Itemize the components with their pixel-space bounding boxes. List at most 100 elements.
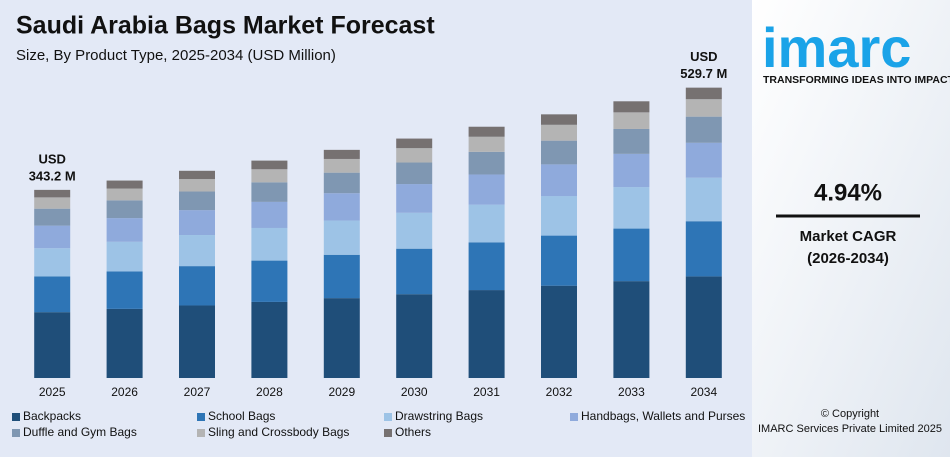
- x-tick-label: 2031: [473, 385, 500, 399]
- legend-label: Drawstring Bags: [395, 409, 483, 423]
- total-label: 343.2 M: [29, 168, 76, 183]
- total-label-prefix: USD: [38, 151, 65, 166]
- company: IMARC Services Private Limited 2025: [758, 423, 942, 435]
- bar-segment: [685, 116, 722, 143]
- chart-subtitle: Size, By Product Type, 2025-2034 (USD Mi…: [16, 47, 336, 64]
- bar-segment: [396, 294, 433, 378]
- bar-segment: [323, 172, 360, 194]
- bar-segment: [251, 301, 288, 378]
- bar-segment: [323, 149, 360, 159]
- chart-title: Saudi Arabia Bags Market Forecast: [16, 12, 435, 40]
- x-tick-label: 2028: [256, 385, 283, 399]
- bar-segment: [34, 312, 71, 378]
- bar-segment: [685, 87, 722, 100]
- bar-segment: [541, 164, 577, 197]
- side-panel: [752, 0, 950, 457]
- bar-segment: [396, 148, 433, 163]
- bar-segment: [34, 208, 71, 226]
- logo: imarc: [762, 16, 911, 79]
- legend-swatch: [12, 429, 20, 437]
- x-tick-label: 2029: [328, 385, 355, 399]
- x-tick-label: 2025: [39, 385, 66, 399]
- bar-segment: [541, 285, 577, 378]
- bar-segment: [179, 191, 215, 211]
- legend-swatch: [197, 413, 205, 421]
- bar-segment: [613, 101, 650, 113]
- bar-segment: [541, 235, 577, 286]
- bar-segment: [396, 184, 433, 213]
- bar-segment: [685, 142, 722, 178]
- bar-segment: [323, 220, 360, 255]
- bar-segment: [34, 276, 71, 313]
- x-tick-label: 2032: [546, 385, 573, 399]
- bar-segment: [541, 140, 577, 165]
- bar-segment: [613, 187, 650, 229]
- legend-swatch: [570, 413, 578, 421]
- bar-segment: [179, 266, 215, 306]
- bar-segment: [106, 218, 143, 242]
- total-label: 529.7 M: [680, 66, 727, 81]
- bar-segment: [106, 241, 143, 272]
- bar-segment: [34, 248, 71, 277]
- bar-segment: [613, 128, 650, 154]
- x-tick-label: 2027: [184, 385, 211, 399]
- bar-segment: [323, 158, 360, 173]
- bar-segment: [396, 138, 433, 149]
- bar-segment: [613, 112, 650, 129]
- legend-label: Handbags, Wallets and Purses: [581, 409, 745, 423]
- bar-segment: [179, 305, 215, 378]
- tagline: TRANSFORMING IDEAS INTO IMPACT: [763, 74, 950, 86]
- bar-segment: [251, 182, 288, 202]
- x-tick-label: 2033: [618, 385, 645, 399]
- bar-segment: [106, 271, 143, 309]
- bar-segment: [179, 170, 215, 180]
- bar-segment: [685, 221, 722, 277]
- bar-segment: [251, 227, 288, 261]
- bar-segment: [468, 174, 505, 205]
- bar-segment: [468, 290, 505, 378]
- x-tick-label: 2030: [401, 385, 428, 399]
- bar-segment: [34, 197, 71, 209]
- legend-label: Backpacks: [23, 409, 81, 423]
- legend-label: Others: [395, 425, 431, 439]
- legend-label: Duffle and Gym Bags: [23, 425, 137, 439]
- legend-swatch: [197, 429, 205, 437]
- cagr-period: (2026-2034): [807, 250, 889, 267]
- bar-segment: [323, 298, 360, 378]
- bar-segment: [179, 179, 215, 192]
- bar-segment: [468, 242, 505, 291]
- bar-segment: [179, 235, 215, 267]
- x-tick-label: 2034: [690, 385, 717, 399]
- legend-swatch: [384, 413, 392, 421]
- bar-segment: [34, 225, 71, 249]
- bar-segment: [106, 308, 143, 378]
- bar-segment: [613, 228, 650, 282]
- cagr-value: 4.94%: [814, 179, 882, 206]
- bar-segment: [541, 124, 577, 141]
- bar-segment: [251, 160, 288, 170]
- bar-segment: [613, 281, 650, 378]
- bar-segment: [468, 204, 505, 243]
- bar-segment: [396, 248, 433, 295]
- bar-segment: [613, 153, 650, 188]
- bar-segment: [179, 210, 215, 236]
- bar-segment: [685, 99, 722, 117]
- bar-segment: [106, 188, 143, 201]
- bar-segment: [323, 254, 360, 299]
- bar-segment: [396, 212, 433, 249]
- bar-segment: [106, 180, 143, 189]
- bar-segment: [541, 196, 577, 236]
- bar-segment: [468, 136, 505, 152]
- legend-label: School Bags: [208, 409, 275, 423]
- bar-segment: [323, 193, 360, 221]
- bar-segment: [468, 151, 505, 175]
- legend-label: Sling and Crossbody Bags: [208, 425, 349, 439]
- bar-segment: [251, 169, 288, 183]
- bar-segment: [396, 162, 433, 185]
- legend-swatch: [384, 429, 392, 437]
- bar-segment: [106, 200, 143, 219]
- legend-swatch: [12, 413, 20, 421]
- cagr-label: Market CAGR: [800, 228, 897, 245]
- copyright: © Copyright: [821, 408, 879, 420]
